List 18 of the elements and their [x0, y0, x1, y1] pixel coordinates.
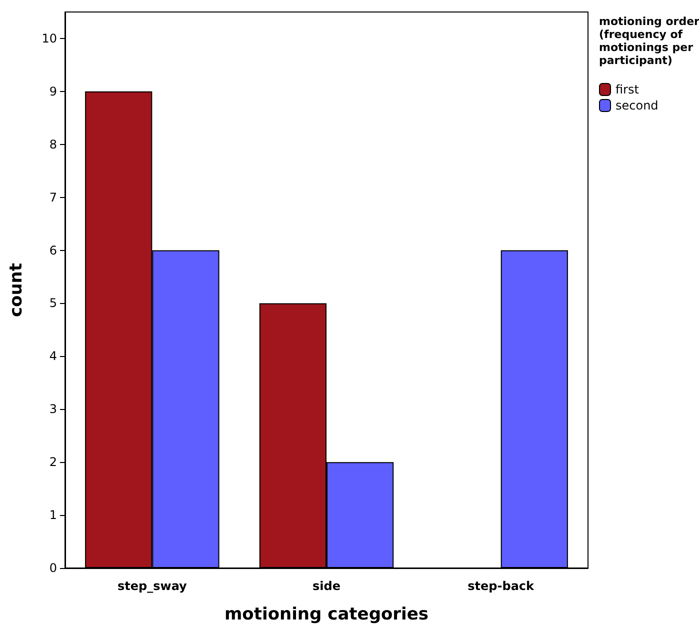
y-tick-label: 2: [49, 455, 57, 470]
y-tick-label: 8: [49, 137, 57, 152]
y-tick-label: 6: [49, 243, 57, 258]
legend-label: first: [616, 82, 640, 96]
x-tick-label: step-back: [468, 579, 536, 593]
legend-label: second: [616, 98, 658, 112]
y-tick-label: 0: [49, 561, 57, 575]
y-tick-label: 10: [42, 31, 57, 46]
y-tick-label: 1: [49, 508, 57, 522]
y-tick-label: 5: [49, 296, 57, 310]
x-tick-label: step_sway: [117, 579, 188, 593]
x-tick-label: side: [312, 579, 340, 593]
y-tick-label: 4: [49, 349, 57, 364]
y-axis-title: count: [6, 262, 26, 318]
y-tick-label: 7: [49, 190, 57, 204]
y-tick-label: 9: [49, 84, 57, 98]
y-tick-label: 3: [49, 402, 57, 416]
x-axis-title: motioning categories: [224, 604, 429, 624]
